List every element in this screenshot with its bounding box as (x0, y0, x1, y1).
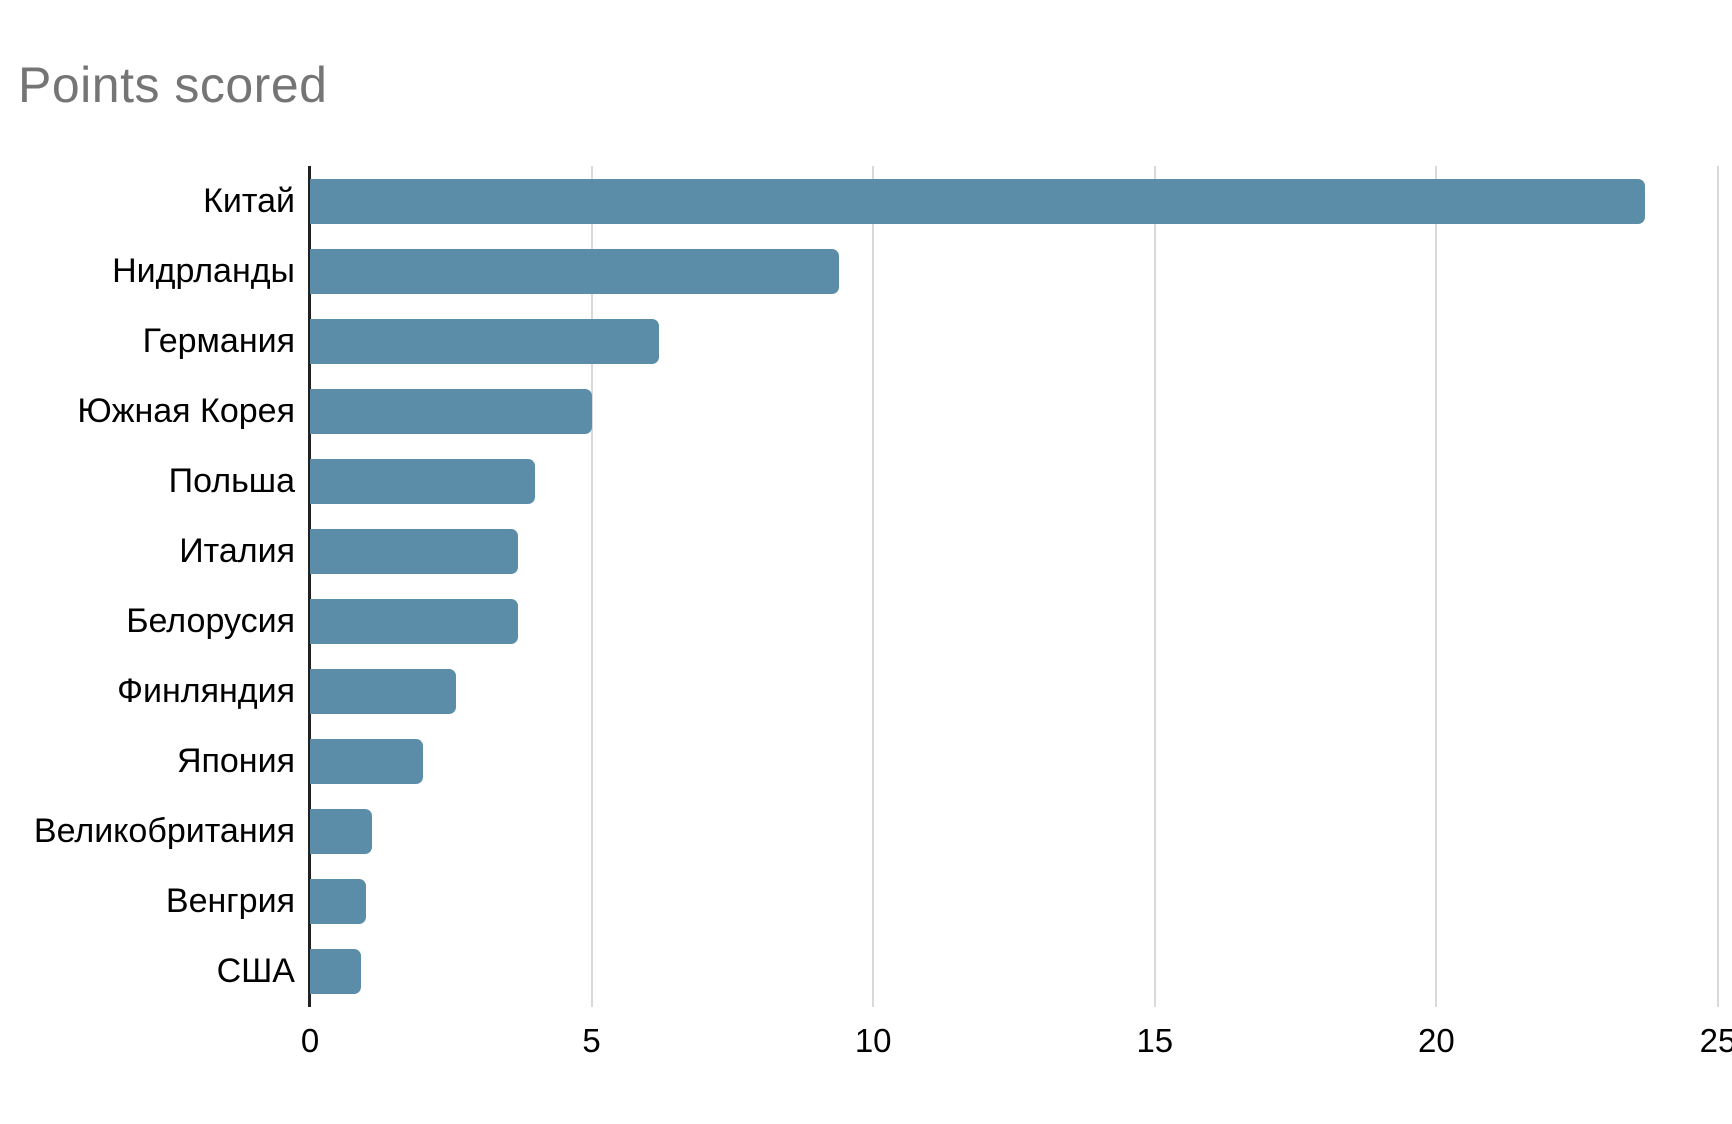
bar (310, 599, 519, 644)
bar-track (310, 586, 1718, 656)
x-axis-tick-labels: 0 5 10 15 20 25 (301, 1022, 1732, 1062)
bar-row: Китай (0, 166, 1718, 236)
bar-row: Япония (0, 727, 1718, 797)
category-label: Южная Корея (77, 391, 295, 430)
chart-title: Points scored (18, 57, 328, 113)
gridline (872, 166, 875, 1007)
bar (310, 879, 367, 925)
gridlines (310, 166, 1719, 1007)
bar (310, 949, 361, 995)
bar-rows: Китай Нидрланды Германия Южная Корея Пол… (0, 166, 1718, 1007)
bar (310, 178, 1645, 224)
bar-track (310, 727, 1718, 797)
bar (310, 669, 457, 715)
bar-track (310, 867, 1718, 937)
gridline (1435, 166, 1438, 1007)
bar-track (310, 236, 1718, 306)
bar-row: Нидрланды (0, 236, 1718, 306)
bar-row: Польша (0, 446, 1718, 516)
category-label: Польша (168, 461, 295, 500)
gridline (1717, 166, 1719, 1007)
category-label: Япония (176, 742, 295, 781)
bar (310, 318, 660, 364)
x-tick-label: 0 (300, 1022, 320, 1059)
bar-track (310, 376, 1718, 446)
bar (310, 528, 519, 574)
x-tick-label: 15 (1136, 1022, 1174, 1059)
category-label: Германия (142, 321, 295, 360)
bar-track (310, 446, 1718, 516)
bar (310, 739, 423, 785)
bar-track (310, 657, 1718, 727)
x-tick-label: 25 (1699, 1022, 1732, 1059)
gridline (1153, 166, 1156, 1007)
category-label: Китай (203, 181, 295, 220)
category-label: Нидрланды (112, 251, 295, 290)
bar-track (310, 937, 1718, 1007)
x-tick-label: 5 (582, 1022, 601, 1059)
bar-row: Германия (0, 306, 1718, 376)
bar-row: Италия (0, 516, 1718, 586)
bar-track (310, 306, 1718, 376)
bar-row: Венгрия (0, 867, 1718, 937)
category-label: Финляндия (117, 672, 295, 711)
category-label: США (216, 952, 295, 991)
bar-track (310, 797, 1718, 867)
bar-row: США (0, 937, 1718, 1007)
gridline (590, 166, 593, 1007)
bar-track (310, 166, 1718, 236)
bar-track (310, 516, 1718, 586)
category-label: Белорусия (126, 602, 295, 640)
bar (310, 458, 536, 504)
bar-row: Белорусия (0, 586, 1718, 656)
bar (310, 248, 840, 294)
bar (310, 809, 372, 855)
category-label: Великобритания (33, 812, 295, 851)
bar-row: Великобритания (0, 797, 1718, 867)
bar-row: Южная Корея (0, 376, 1718, 446)
x-tick-label: 20 (1418, 1022, 1455, 1059)
axis-line (308, 166, 311, 1007)
category-label: Италия (179, 531, 295, 570)
category-label: Венгрия (165, 882, 295, 921)
x-tick-label: 10 (854, 1022, 892, 1059)
bar-row: Финляндия (0, 657, 1718, 727)
bar (310, 388, 592, 434)
